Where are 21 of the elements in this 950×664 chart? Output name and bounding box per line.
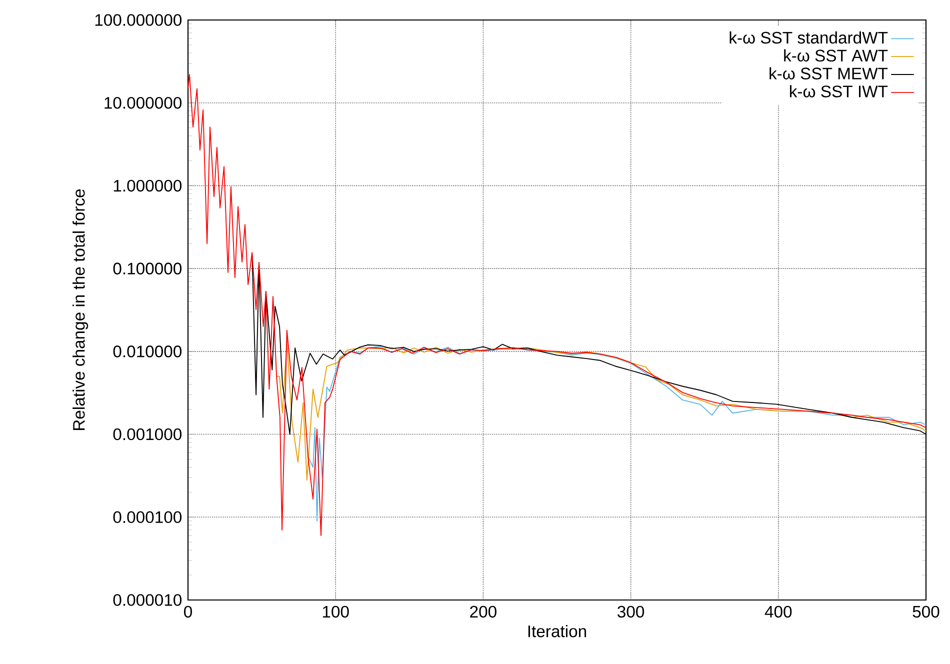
legend-label: k-ω SST standardWT bbox=[730, 31, 888, 44]
x-tick-label: 400 bbox=[764, 606, 792, 618]
x-tick-label: 500 bbox=[912, 606, 940, 618]
x-tick-label: 200 bbox=[470, 606, 496, 618]
legend-label: k-ω SST AWT bbox=[784, 49, 888, 62]
y-tick-label: 10.000000 bbox=[104, 96, 182, 109]
x-axis-title: Iteration bbox=[528, 624, 586, 638]
x-tick-label: 0 bbox=[184, 606, 192, 618]
y-tick-label: 0.000100 bbox=[113, 511, 182, 524]
y-tick-label: 1.000000 bbox=[114, 180, 182, 192]
y-tick-label: 0.010000 bbox=[113, 346, 182, 358]
legend-label: k-ω SST MEWT bbox=[770, 67, 888, 80]
y-tick-label: 100.000000 bbox=[95, 14, 182, 26]
y-tick-label: 0.100000 bbox=[113, 262, 182, 274]
x-tick-label: 100 bbox=[322, 606, 349, 618]
y-tick-label: 0.001000 bbox=[113, 428, 182, 440]
y-tick-label: 0.000010 bbox=[113, 594, 182, 606]
y-axis-title: Relative change in the total force bbox=[72, 189, 88, 430]
legend-label: k-ω SST IWT bbox=[790, 85, 888, 98]
line-series bbox=[276, 338, 926, 481]
x-tick-label: 300 bbox=[618, 606, 644, 618]
